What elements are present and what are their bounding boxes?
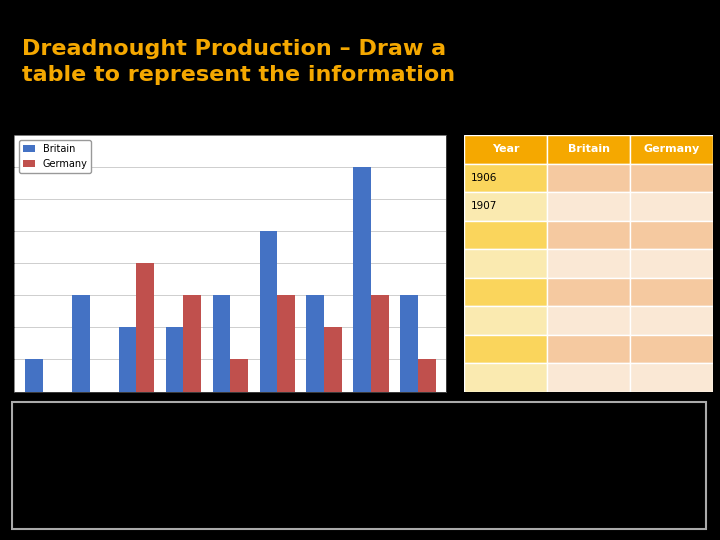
Bar [630, 334, 713, 363]
Bar [547, 135, 630, 164]
Bar [354, 167, 372, 392]
Text: 1)  By 1914, how many dreadnaughts did each country have?: 1) By 1914, how many dreadnaughts did ea… [22, 422, 387, 435]
Text: 2)  In what year was the most dreadnoughts built? What may be the reasons for th: 2) In what year was the most dreadnought… [22, 462, 528, 475]
Bar [547, 192, 630, 220]
Bar [547, 334, 630, 363]
Bar [547, 249, 630, 278]
Bar [630, 164, 713, 192]
Text: Germany: Germany [643, 144, 700, 154]
Text: Britain: Britain [567, 144, 610, 154]
Bar [547, 164, 630, 192]
Legend: Britain, Germany: Britain, Germany [19, 140, 91, 172]
Bar [137, 263, 154, 392]
Bar [212, 295, 230, 391]
Bar [277, 295, 295, 391]
Bar [630, 135, 713, 164]
Text: Year: Year [492, 144, 520, 154]
Bar [630, 363, 713, 391]
Bar [630, 278, 713, 306]
Bar [630, 220, 713, 249]
Text: 1906: 1906 [471, 173, 498, 183]
Bar [464, 135, 547, 164]
Bar [400, 295, 418, 391]
Bar [464, 278, 547, 306]
Title: Number of dreadnoughts produced
from 1906-1914: Number of dreadnoughts produced from 190… [107, 103, 354, 131]
Bar [630, 306, 713, 334]
Bar [307, 295, 324, 391]
Bar [547, 220, 630, 249]
Bar [630, 249, 713, 278]
Bar [24, 360, 42, 392]
Text: 3)  Why might an advantage on the sea be beneficial for the British?: 3) Why might an advantage on the sea be … [22, 503, 428, 516]
Bar [119, 327, 137, 392]
Bar [464, 192, 547, 220]
Bar [230, 360, 248, 392]
Bar [464, 220, 547, 249]
X-axis label: Year: Year [217, 416, 244, 426]
Bar [547, 278, 630, 306]
Bar [630, 192, 713, 220]
Bar [72, 295, 89, 391]
Bar [464, 164, 547, 192]
Bar [464, 249, 547, 278]
Bar [464, 363, 547, 391]
Bar [372, 295, 389, 391]
Bar [464, 334, 547, 363]
Bar [547, 363, 630, 391]
Bar [418, 360, 436, 392]
Bar [184, 295, 202, 391]
Bar [547, 306, 630, 334]
Bar [324, 327, 342, 392]
Text: 1907: 1907 [471, 201, 498, 211]
Bar [464, 306, 547, 334]
Text: Dreadnought Production – Draw a
table to represent the information: Dreadnought Production – Draw a table to… [22, 39, 455, 85]
Bar [259, 231, 277, 392]
Bar [166, 327, 184, 392]
